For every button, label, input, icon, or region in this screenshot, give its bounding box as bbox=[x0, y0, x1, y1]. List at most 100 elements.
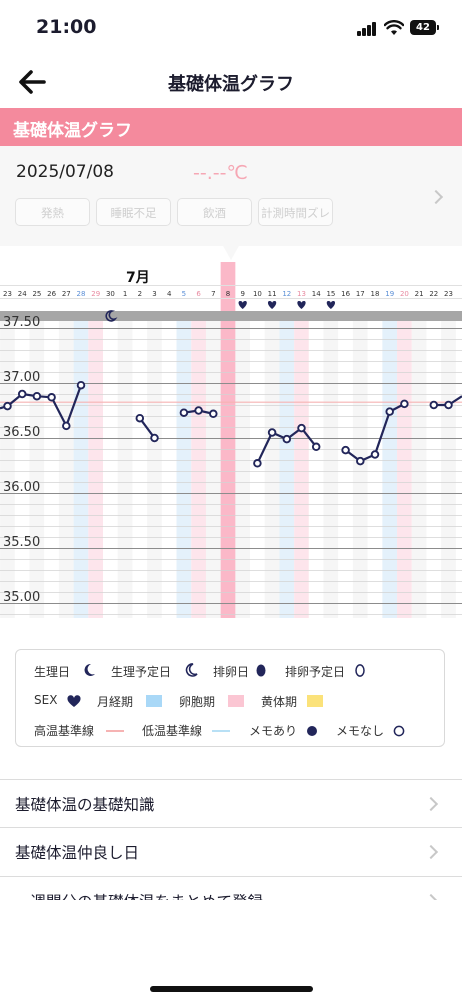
x-tick-label: 23 bbox=[444, 290, 453, 298]
menu-item-label: 一週間分の基礎体温をまとめて登録 bbox=[15, 890, 263, 900]
chip-lack-of-sleep[interactable]: 睡眠不足 bbox=[96, 198, 171, 226]
chip-drinking[interactable]: 飲酒 bbox=[177, 198, 252, 226]
y-tick-label: 35.50 bbox=[3, 535, 40, 550]
day-band bbox=[176, 320, 192, 618]
legend-ovulation-expected-label: 排卵予定日 bbox=[285, 665, 346, 679]
x-tick-label: 3 bbox=[152, 290, 156, 298]
temperature-value: --.--℃ bbox=[193, 162, 248, 184]
day-band bbox=[397, 320, 412, 618]
x-tick-label: 25 bbox=[32, 290, 41, 298]
x-tick-label: 13 bbox=[297, 290, 306, 298]
x-tick-label: 18 bbox=[371, 290, 380, 298]
day-band bbox=[132, 320, 148, 618]
data-point bbox=[179, 408, 189, 417]
day-band bbox=[426, 320, 442, 618]
home-indicator bbox=[150, 986, 313, 992]
x-tick-label: 30 bbox=[106, 290, 115, 298]
day-band bbox=[323, 320, 339, 618]
legend-ovulation-label: 排卵日 bbox=[213, 665, 250, 679]
data-point bbox=[47, 393, 56, 402]
selected-date: 2025/07/08 bbox=[16, 162, 114, 182]
day-band bbox=[29, 320, 45, 618]
data-point bbox=[444, 400, 453, 410]
x-tick-label: 27 bbox=[62, 290, 71, 298]
data-point bbox=[341, 445, 350, 455]
chip-fever[interactable]: 発熱 bbox=[15, 198, 90, 226]
day-band bbox=[382, 320, 398, 618]
menu-item-label: 基礎体温仲良し日 bbox=[15, 844, 140, 862]
x-tick-label: 19 bbox=[385, 290, 394, 298]
menu-clip: 一週間分の基礎体温をまとめて登録 bbox=[0, 876, 462, 900]
chevron-right-icon bbox=[423, 893, 439, 900]
legend-high-line-label: 高温基準線 bbox=[34, 724, 95, 738]
day-band bbox=[161, 320, 177, 618]
cellular-signal-icon bbox=[357, 22, 377, 36]
series-line-segment bbox=[256, 431, 274, 465]
day-band bbox=[235, 320, 251, 618]
x-tick-label: 11 bbox=[268, 290, 277, 298]
data-point bbox=[370, 450, 380, 459]
data-point bbox=[76, 380, 86, 390]
chevron-right-icon bbox=[423, 796, 439, 812]
day-band bbox=[264, 320, 280, 618]
memo-hollow-dot-icon bbox=[393, 725, 405, 737]
back-arrow-icon[interactable] bbox=[14, 64, 50, 100]
section-header-title: 基礎体温グラフ bbox=[13, 121, 132, 141]
menu-item-weekly-register[interactable]: 一週間分の基礎体温をまとめて登録 bbox=[0, 876, 462, 900]
sex-heart-marker bbox=[297, 301, 306, 309]
selected-day-pointer bbox=[222, 244, 240, 260]
x-tick-label: 21 bbox=[415, 290, 424, 298]
sex-heart-marker bbox=[238, 301, 247, 309]
data-point bbox=[297, 423, 306, 433]
chip-time-shift[interactable]: 計測時間ズレ bbox=[258, 198, 333, 226]
day-band bbox=[294, 320, 309, 618]
top-grey-band bbox=[0, 311, 462, 321]
heart-icon bbox=[67, 695, 81, 707]
data-point bbox=[32, 391, 42, 401]
egg-filled-icon bbox=[256, 664, 266, 677]
selected-day-band bbox=[220, 262, 236, 618]
follicular-swatch bbox=[228, 695, 244, 707]
data-point bbox=[135, 413, 145, 423]
x-tick-label: 16 bbox=[341, 290, 350, 298]
day-band bbox=[88, 320, 104, 618]
x-tick-label: 17 bbox=[356, 290, 365, 298]
moon-filled-icon bbox=[84, 663, 95, 676]
x-tick-label: 4 bbox=[167, 290, 172, 298]
x-tick-label: 7 bbox=[211, 290, 215, 298]
series-line-segment bbox=[65, 384, 83, 427]
legend-low-line-label: 低温基準線 bbox=[142, 724, 203, 738]
day-info-panel[interactable]: 2025/07/08 --.--℃ 発熱 睡眠不足 飲酒 計測時間ズレ bbox=[0, 146, 462, 246]
day-band bbox=[308, 320, 324, 618]
y-tick-label: 37.50 bbox=[3, 315, 40, 330]
x-tick-label: 14 bbox=[312, 290, 321, 298]
section-header: 基礎体温グラフ bbox=[0, 108, 462, 146]
luteal-swatch bbox=[307, 695, 323, 707]
y-tick-label: 36.00 bbox=[3, 480, 40, 495]
y-tick-label: 35.00 bbox=[3, 590, 40, 605]
nav-bar: 基礎体温グラフ bbox=[0, 56, 462, 108]
day-band bbox=[44, 320, 59, 618]
menu-item-bbt-basics[interactable]: 基礎体温の基礎知識 bbox=[0, 779, 462, 828]
expected-period-moon-marker bbox=[105, 310, 118, 322]
legend-period-expected-label: 生理予定日 bbox=[111, 665, 172, 679]
legend-period-label: 生理日 bbox=[34, 665, 71, 679]
menu-item-bbt-good-days[interactable]: 基礎体温仲良し日 bbox=[0, 827, 462, 876]
x-tick-label: 22 bbox=[429, 290, 438, 298]
x-tick-label: 6 bbox=[196, 290, 201, 298]
day-band bbox=[58, 320, 74, 618]
day-band bbox=[205, 320, 221, 618]
day-band bbox=[73, 320, 89, 618]
legend-sex-label: SEX bbox=[34, 693, 58, 707]
x-tick-label: 1 bbox=[123, 290, 127, 298]
data-point bbox=[209, 409, 218, 419]
day-band bbox=[352, 320, 368, 618]
data-point bbox=[194, 406, 203, 415]
y-tick-label: 37.00 bbox=[3, 370, 40, 385]
chevron-right-icon[interactable] bbox=[428, 189, 444, 205]
data-point bbox=[150, 433, 159, 443]
egg-outline-icon bbox=[355, 664, 365, 677]
data-point bbox=[253, 459, 262, 468]
x-tick-label: 10 bbox=[253, 290, 262, 298]
